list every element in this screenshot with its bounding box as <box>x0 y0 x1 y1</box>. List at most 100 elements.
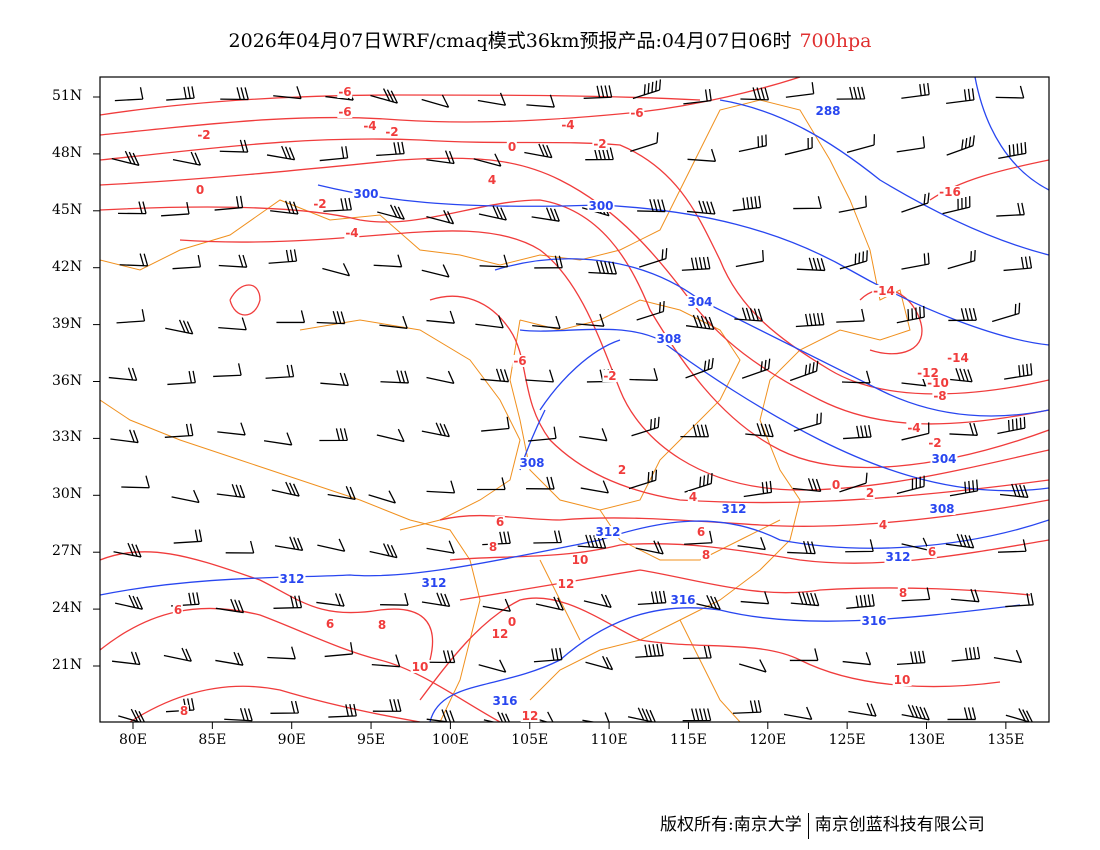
temperature-contour-label: 0 <box>830 478 842 492</box>
wind-barb <box>796 257 826 272</box>
temperature-contour-label: 4 <box>877 518 889 532</box>
wind-barb <box>732 195 762 212</box>
wind-barb <box>901 252 930 270</box>
temperature-contour-label: -2 <box>312 197 328 211</box>
wind-barb <box>735 249 765 268</box>
wind-barb <box>896 650 926 666</box>
wind-barb <box>531 207 560 222</box>
wind-barb <box>481 416 510 432</box>
wind-barb <box>477 477 506 491</box>
wind-barb <box>372 699 402 712</box>
wind-barb <box>787 541 816 555</box>
temperature-contour-label: 0 <box>506 140 518 154</box>
wind-barb <box>1004 363 1033 380</box>
wind-barb <box>692 594 721 611</box>
wind-barb <box>683 645 712 660</box>
wind-barb <box>265 364 295 379</box>
wind-barb <box>579 428 608 442</box>
wind-barb <box>896 305 925 324</box>
wind-barb <box>789 360 819 382</box>
temperature-contour-label: -2 <box>384 125 400 139</box>
wind-barb <box>789 648 819 662</box>
temperature-contour-label: 6 <box>926 545 938 559</box>
wind-barb <box>114 87 144 102</box>
lon-tick-label: 125E <box>828 732 866 748</box>
wind-barb <box>997 416 1026 435</box>
wind-barb <box>896 475 925 495</box>
wind-barb <box>271 481 300 497</box>
wind-barb <box>1003 256 1033 272</box>
wind-barb <box>276 310 306 324</box>
wind-barb <box>118 201 147 215</box>
wind-barb <box>273 86 302 100</box>
temperature-contour-label: -16 <box>938 185 962 199</box>
wind-barb <box>482 598 511 612</box>
wind-barb <box>328 703 357 718</box>
wind-barb <box>426 650 456 664</box>
wind-barb <box>997 539 1027 553</box>
temperature-contour-label: 8 <box>178 704 190 718</box>
wind-barb <box>841 370 871 384</box>
height-contour-label: 312 <box>278 572 306 586</box>
wind-barb <box>743 480 773 498</box>
wind-barb <box>266 145 296 161</box>
wind-barb <box>172 254 202 270</box>
lat-tick-label: 45N <box>52 201 83 218</box>
wind-barb <box>110 429 139 444</box>
wind-barb <box>740 87 770 101</box>
wind-barb <box>842 652 872 666</box>
wind-barb <box>171 489 200 504</box>
wind-barb <box>784 137 813 156</box>
wind-barb <box>995 85 1025 99</box>
temperature-contour-label: 12 <box>520 709 540 723</box>
lat-tick-label: 51N <box>52 88 83 104</box>
wind-barb <box>376 141 405 157</box>
temperature-contour-label: -10 <box>926 376 950 390</box>
wind-barb <box>217 422 246 436</box>
wind-barb <box>635 643 664 658</box>
wind-barb <box>637 199 666 213</box>
height-contour-label: 300 <box>352 187 380 201</box>
temperature-contour-label: -6 <box>512 354 528 368</box>
wind-barb <box>951 588 980 603</box>
height-contour-label: 312 <box>420 576 448 590</box>
wind-barb <box>273 595 303 609</box>
wind-barb <box>213 363 242 378</box>
wind-barb <box>637 590 667 606</box>
wind-barb <box>846 134 876 153</box>
wind-barb <box>732 700 762 714</box>
wind-barb <box>322 263 351 277</box>
wind-barb <box>790 591 820 607</box>
wind-barb <box>745 423 774 438</box>
wind-barb <box>483 711 511 722</box>
wind-barb <box>373 254 403 268</box>
height-contour-label: 308 <box>518 456 546 470</box>
wind-barb <box>166 86 195 101</box>
wind-barb <box>368 490 396 504</box>
lat-tick-label: 39N <box>52 315 83 332</box>
wind-barb <box>947 707 977 721</box>
wind-barb <box>628 469 658 490</box>
temperature-contour-label: 6 <box>172 603 184 617</box>
wind-barb <box>319 428 348 442</box>
wind-barb <box>528 426 557 442</box>
temperature-contour-label: 4 <box>486 173 498 187</box>
wind-barb <box>316 311 346 325</box>
wind-barb <box>426 150 455 165</box>
wind-barb <box>163 647 192 662</box>
wind-barb <box>992 302 1021 323</box>
wind-barb <box>379 315 408 330</box>
wind-barb <box>167 370 196 386</box>
wind-barb <box>479 254 509 268</box>
temperature-contour-label: 12 <box>556 577 576 591</box>
height-contour-label: 288 <box>814 104 842 118</box>
wind-barb <box>901 422 930 441</box>
height-contour-label: 312 <box>594 525 622 539</box>
temperature-contour-label: -6 <box>337 85 353 99</box>
wind-barb <box>532 315 561 329</box>
wind-barb <box>533 530 562 544</box>
wind-barb <box>630 132 659 152</box>
temperature-contour-label: -4 <box>906 421 922 435</box>
wind-barb <box>845 539 874 553</box>
wind-barb <box>682 708 712 722</box>
